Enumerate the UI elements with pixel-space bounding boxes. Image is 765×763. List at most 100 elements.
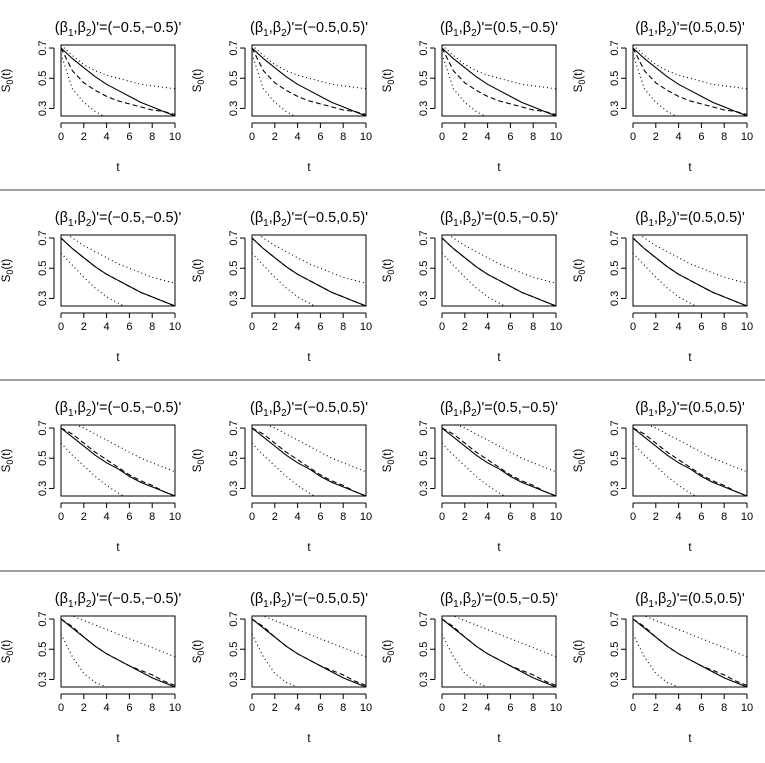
x-tick-label: 10: [169, 511, 181, 523]
x-axis-label: t: [116, 542, 120, 554]
upper-bound-curve: [455, 425, 556, 473]
panel-r1-c2: (β1,β2)'=(−0.5,0.5)' 0 2 4 6 8 10 0.3 0.5 0.7 t S0(…: [192, 20, 372, 174]
y-tick-label: 0.3: [418, 101, 430, 116]
x-tick-label: 8: [721, 321, 727, 333]
y-tick-label: 0.5: [609, 71, 621, 86]
estimate-curve: [442, 618, 556, 687]
x-tick-label: 2: [272, 702, 278, 714]
y-tick-label: 0.5: [609, 642, 621, 657]
upper-bound-curve: [643, 616, 747, 658]
x-tick-label: 8: [530, 511, 536, 523]
x-axis-label: t: [307, 542, 311, 554]
x-tick-label: 0: [630, 321, 636, 333]
panel-title: (β1,β2)'=(−0.5,−0.5)': [55, 210, 182, 229]
estimate-curve: [442, 427, 556, 496]
x-tick-label: 0: [249, 321, 255, 333]
plot-frame: [632, 615, 748, 688]
x-tick-label: 6: [507, 702, 513, 714]
y-tick-label: 0.7: [609, 611, 621, 626]
upper-bound-curve: [258, 235, 366, 284]
true-curve: [61, 47, 175, 116]
x-tick-label: 0: [249, 131, 255, 143]
x-tick-label: 0: [439, 131, 445, 143]
upper-bound-curve: [74, 425, 175, 473]
y-axis-label: S0(t): [192, 640, 206, 664]
true-curve: [61, 618, 175, 687]
y-tick-label: 0.3: [37, 101, 49, 116]
panel-title: (β1,β2)'=(0.5,−0.5)': [440, 210, 558, 229]
panel-r2-c2: (β1,β2)'=(−0.5,0.5)' 0 2 4 6 8 10 0.3 0.5 0.7 t S0(…: [192, 210, 372, 364]
x-tick-label: 10: [360, 131, 372, 143]
y-tick-label: 0.7: [37, 230, 49, 245]
y-tick-label: 0.3: [609, 101, 621, 116]
x-tick-label: 10: [741, 321, 753, 333]
panel-r4-c1: (β1,β2)'=(−0.5,−0.5)' 0 2 4 6 8 10 0.3 0.5 0.7 t S0…: [1, 591, 181, 745]
x-tick-label: 6: [698, 321, 704, 333]
x-tick-label: 4: [104, 321, 110, 333]
panel-title: (β1,β2)'=(0.5,0.5)': [635, 210, 745, 229]
upper-bound-curve: [252, 45, 366, 90]
true-curve: [633, 427, 747, 496]
x-axis-label: t: [688, 352, 692, 364]
lower-bound-curve: [442, 252, 506, 306]
y-axis-label: S0(t): [573, 259, 587, 283]
y-tick-label: 0.5: [228, 642, 240, 657]
true-curve: [252, 47, 366, 116]
lower-bound-curve: [633, 633, 679, 687]
panel-title: (β1,β2)'=(0.5,−0.5)': [440, 20, 558, 39]
estimate-curve: [61, 427, 175, 496]
panel-r3-c1: (β1,β2)'=(−0.5,−0.5)' 0 2 4 6 8 10 0.3 0.5 0.7 t S0…: [1, 400, 181, 554]
upper-bound-curve: [67, 235, 175, 284]
x-axis-label: t: [688, 162, 692, 174]
x-tick-label: 8: [721, 131, 727, 143]
x-axis-label: t: [307, 352, 311, 364]
lower-bound-curve: [633, 442, 697, 496]
y-tick-label: 0.7: [418, 420, 430, 435]
y-tick-label: 0.7: [37, 40, 49, 55]
lower-bound-curve: [442, 53, 486, 116]
panel-r3-c2: (β1,β2)'=(−0.5,0.5)' 0 2 4 6 8 10 0.3 0.5 0.7 t S0(…: [192, 400, 372, 554]
true-curve: [252, 618, 366, 687]
x-tick-label: 10: [360, 511, 372, 523]
y-tick-label: 0.3: [609, 481, 621, 496]
true-curve: [633, 618, 747, 687]
y-tick-label: 0.5: [37, 261, 49, 276]
lower-bound-curve: [442, 442, 506, 496]
x-tick-label: 10: [550, 321, 562, 333]
panel-title: (β1,β2)'=(−0.5,0.5)': [250, 210, 368, 229]
x-tick-label: 2: [462, 321, 468, 333]
y-tick-label: 0.3: [37, 672, 49, 687]
panel-r3-c3: (β1,β2)'=(0.5,−0.5)' 0 2 4 6 8 10 0.3 0.5 0.7 t S0(…: [382, 400, 562, 554]
x-axis-label: t: [116, 352, 120, 364]
x-tick-label: 0: [249, 511, 255, 523]
x-tick-label: 10: [550, 131, 562, 143]
x-tick-label: 4: [104, 131, 110, 143]
y-axis-label: S0(t): [382, 449, 396, 473]
y-tick-label: 0.3: [228, 101, 240, 116]
y-tick-label: 0.5: [228, 451, 240, 466]
plot-frame: [60, 615, 176, 688]
panel-title: (β1,β2)'=(0.5,0.5)': [635, 20, 745, 39]
upper-bound-curve: [646, 425, 747, 473]
y-tick-label: 0.7: [418, 40, 430, 55]
estimate-curve: [442, 47, 556, 116]
panel-title: (β1,β2)'=(−0.5,−0.5)': [55, 20, 182, 39]
panel-r3-c4: (β1,β2)'=(0.5,0.5)' 0 2 4 6 8 10 0.3 0.5 0.7 t S0(t…: [573, 400, 753, 554]
y-axis-label: S0(t): [382, 69, 396, 93]
estimate-curve: [442, 237, 556, 306]
x-tick-label: 2: [81, 321, 87, 333]
x-tick-label: 6: [698, 511, 704, 523]
x-tick-label: 4: [295, 321, 301, 333]
y-axis-label: S0(t): [573, 69, 587, 93]
x-tick-label: 6: [126, 702, 132, 714]
plot-frame: [251, 424, 367, 497]
x-tick-label: 0: [58, 702, 64, 714]
y-axis-label: S0(t): [192, 449, 206, 473]
x-tick-label: 6: [698, 702, 704, 714]
x-tick-label: 2: [272, 511, 278, 523]
plot-frame: [441, 44, 557, 117]
x-tick-label: 0: [58, 131, 64, 143]
true-curve: [442, 427, 556, 496]
plot-frame: [60, 44, 176, 117]
estimate-curve: [252, 47, 366, 116]
